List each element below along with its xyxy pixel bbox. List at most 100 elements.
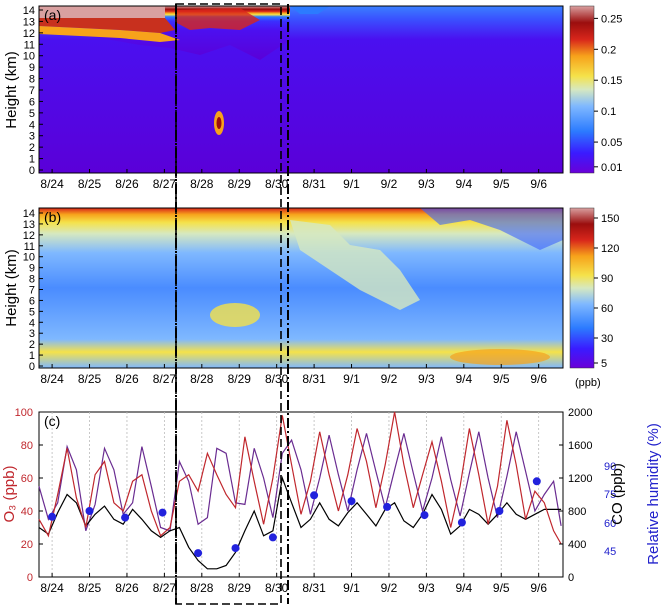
panel-a-x-ticks: 8/24 8/25 8/26 8/27 8/28 8/29 8/30 8/31 9/1 9/2 9/… [40,169,547,191]
rh-tick-label: 45 [604,546,616,558]
x-tick-label: 9/3 [418,581,435,595]
rh-point [310,491,319,500]
rh-point [347,497,356,506]
x-tick-label: 9/5 [493,372,510,386]
x-tick-label: 9/5 [493,581,510,595]
rh-point [85,507,94,515]
y-tick-label: 12 [23,28,35,40]
panel-c-rh-label: Relative humidity (%) [645,423,662,565]
x-tick-label: 8/25 [78,372,102,386]
x-tick-label: 8/28 [190,581,214,595]
right-tick-label: 800 [568,506,586,518]
x-tick-label: 8/28 [190,372,214,386]
x-tick-label: 8/31 [302,372,326,386]
y-tick-label: 1 [29,154,35,166]
colorbar-tick-label: 0.05 [601,137,622,149]
panel-b-wedge [290,220,420,310]
right-tick-label: 1600 [568,440,592,452]
x-tick-label: 8/30 [265,177,289,191]
x-tick-label: 8/24 [40,581,64,595]
y-tick-label: 13 [23,219,35,231]
x-tick-label: 8/24 [40,372,64,386]
panel-c-right-rh-ticks: 45 60 75 90 [604,461,616,558]
o3-line [38,411,562,545]
panel-c-x-ticks: 8/24 8/25 8/26 8/27 8/28 8/29 8/30 8/31 9/1 9/2 9/… [40,573,547,595]
panel-a-colorbar [569,5,595,174]
panel-a-red-band [39,18,175,33]
y-tick-label: 2 [29,339,35,351]
rh-point [532,477,541,486]
panel-b-frame [38,207,564,369]
x-tick-label: 9/4 [455,372,472,386]
x-tick-label: 8/26 [115,372,139,386]
left-tick-label: 0 [27,572,33,584]
rh-point [158,508,167,517]
colorbar-tick-label: 0.1 [601,106,616,118]
y-tick-label: 5 [29,108,35,120]
y-tick-label: 2 [29,142,35,154]
x-tick-label: 8/27 [153,372,177,386]
panel-c: (c) 0 20 40 60 80 100 0 400 800 1200 1600 2000 45 6… [1,407,662,595]
colorbar-tick-label: 0.2 [601,44,616,56]
y-tick-label: 4 [29,317,35,329]
highlight-box [175,3,282,605]
left-tick-label: 40 [21,506,33,518]
panel-a-blue-patch [290,6,330,14]
panel-a-colorbar-ticks: 0.01 0.05 0.1 0.15 0.2 0.25 [594,13,622,174]
right-tick-label: 2000 [568,407,592,419]
panel-b-colorbar [569,207,595,369]
y-tick-label: 4 [29,119,35,131]
x-tick-label: 9/6 [530,581,547,595]
x-tick-label: 8/26 [115,177,139,191]
x-tick-label: 9/2 [381,177,398,191]
y-tick-label: 9 [29,263,35,275]
colorbar-tick-label: 90 [601,273,613,285]
rh-point [231,544,240,553]
left-tick-label: 80 [21,440,33,452]
y-tick-label: 6 [29,96,35,108]
x-tick-label: 8/30 [265,372,289,386]
x-tick-label: 9/1 [343,372,360,386]
x-tick-label: 8/24 [40,177,64,191]
x-tick-label: 9/4 [455,581,472,595]
panel-a-ylabel: Height (km) [3,51,20,129]
left-tick-label: 60 [21,473,33,485]
panel-a-label: (a) [44,7,61,23]
panel-b-orange-blob [450,349,550,365]
rh-tick-label: 75 [604,489,616,501]
x-tick-label: 8/31 [302,581,326,595]
colorbar-tick-label: 5 [601,358,607,370]
y-tick-label: 14 [23,208,35,220]
x-tick-label: 9/6 [530,372,547,386]
panel-c-label: (c) [44,413,60,429]
colorbar-tick-label: 150 [601,213,619,225]
x-tick-label: 8/30 [265,581,289,595]
y-tick-label: 13 [23,16,35,28]
y-tick-label: 7 [29,85,35,97]
panel-c-co-label: CO (ppb) [609,463,626,525]
y-tick-label: 5 [29,306,35,318]
y-tick-label: 11 [24,39,35,51]
right-tick-label: 1200 [568,473,592,485]
panel-c-points [48,477,541,558]
rh-point [383,502,392,511]
right-tick-label: 0 [568,572,574,584]
y-tick-label: 0 [29,165,35,177]
y-tick-label: 6 [29,295,35,307]
y-tick-label: 8 [29,74,35,86]
y-tick-label: 3 [29,131,35,143]
left-tick-label: 100 [15,407,33,419]
colorbar-tick-label: 0.01 [601,162,622,174]
rh-point [457,518,466,527]
left-tick-label: 20 [21,539,33,551]
panel-b-colorbar-unit: (ppb) [575,377,601,389]
colorbar-tick-label: 0.25 [601,13,622,25]
x-tick-label: 8/29 [228,372,252,386]
panel-c-left-ticks: 0 20 40 60 80 100 [15,407,43,584]
y-tick-label: 7 [29,285,35,297]
x-tick-label: 9/2 [381,372,398,386]
x-tick-label: 8/25 [78,177,102,191]
